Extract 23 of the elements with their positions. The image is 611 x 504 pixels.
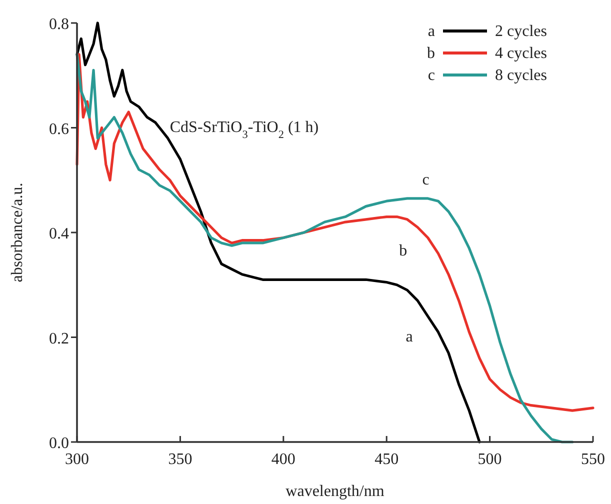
y-tick-label: 0.0 <box>49 435 69 452</box>
text: b <box>427 45 435 62</box>
y-tick-label: 0.8 <box>49 16 69 33</box>
annotation: c <box>422 171 430 188</box>
legend-label: 2 cycles <box>495 23 547 40</box>
text: CdS-SrTiO$_{3}$-TiO$_{2}$ (1 h) <box>170 118 319 141</box>
text: a <box>428 23 435 40</box>
annotation: b <box>399 242 408 260</box>
y-tick-label: 0.2 <box>49 330 69 348</box>
y-tick-label: 0.6 <box>49 120 69 138</box>
x-tick-label: 300 <box>65 451 89 468</box>
legend-label: 4 cycles <box>495 45 547 62</box>
text: c <box>428 67 435 84</box>
x-tick-label: 550 <box>581 451 605 468</box>
x-tick-label: 450 <box>374 451 399 468</box>
x-tick-label: 350 <box>168 451 192 468</box>
legend-label: 8 cycles <box>495 67 547 84</box>
x-tick-label: 400 <box>271 451 296 468</box>
y-tick-label: 0.4 <box>49 226 69 242</box>
x-tick-label: 500 <box>478 451 502 468</box>
annotation: a <box>406 328 413 346</box>
y-axis-title: absorbance/a.u. <box>9 182 26 282</box>
x-axis-title: wavelength/nm <box>286 483 385 500</box>
